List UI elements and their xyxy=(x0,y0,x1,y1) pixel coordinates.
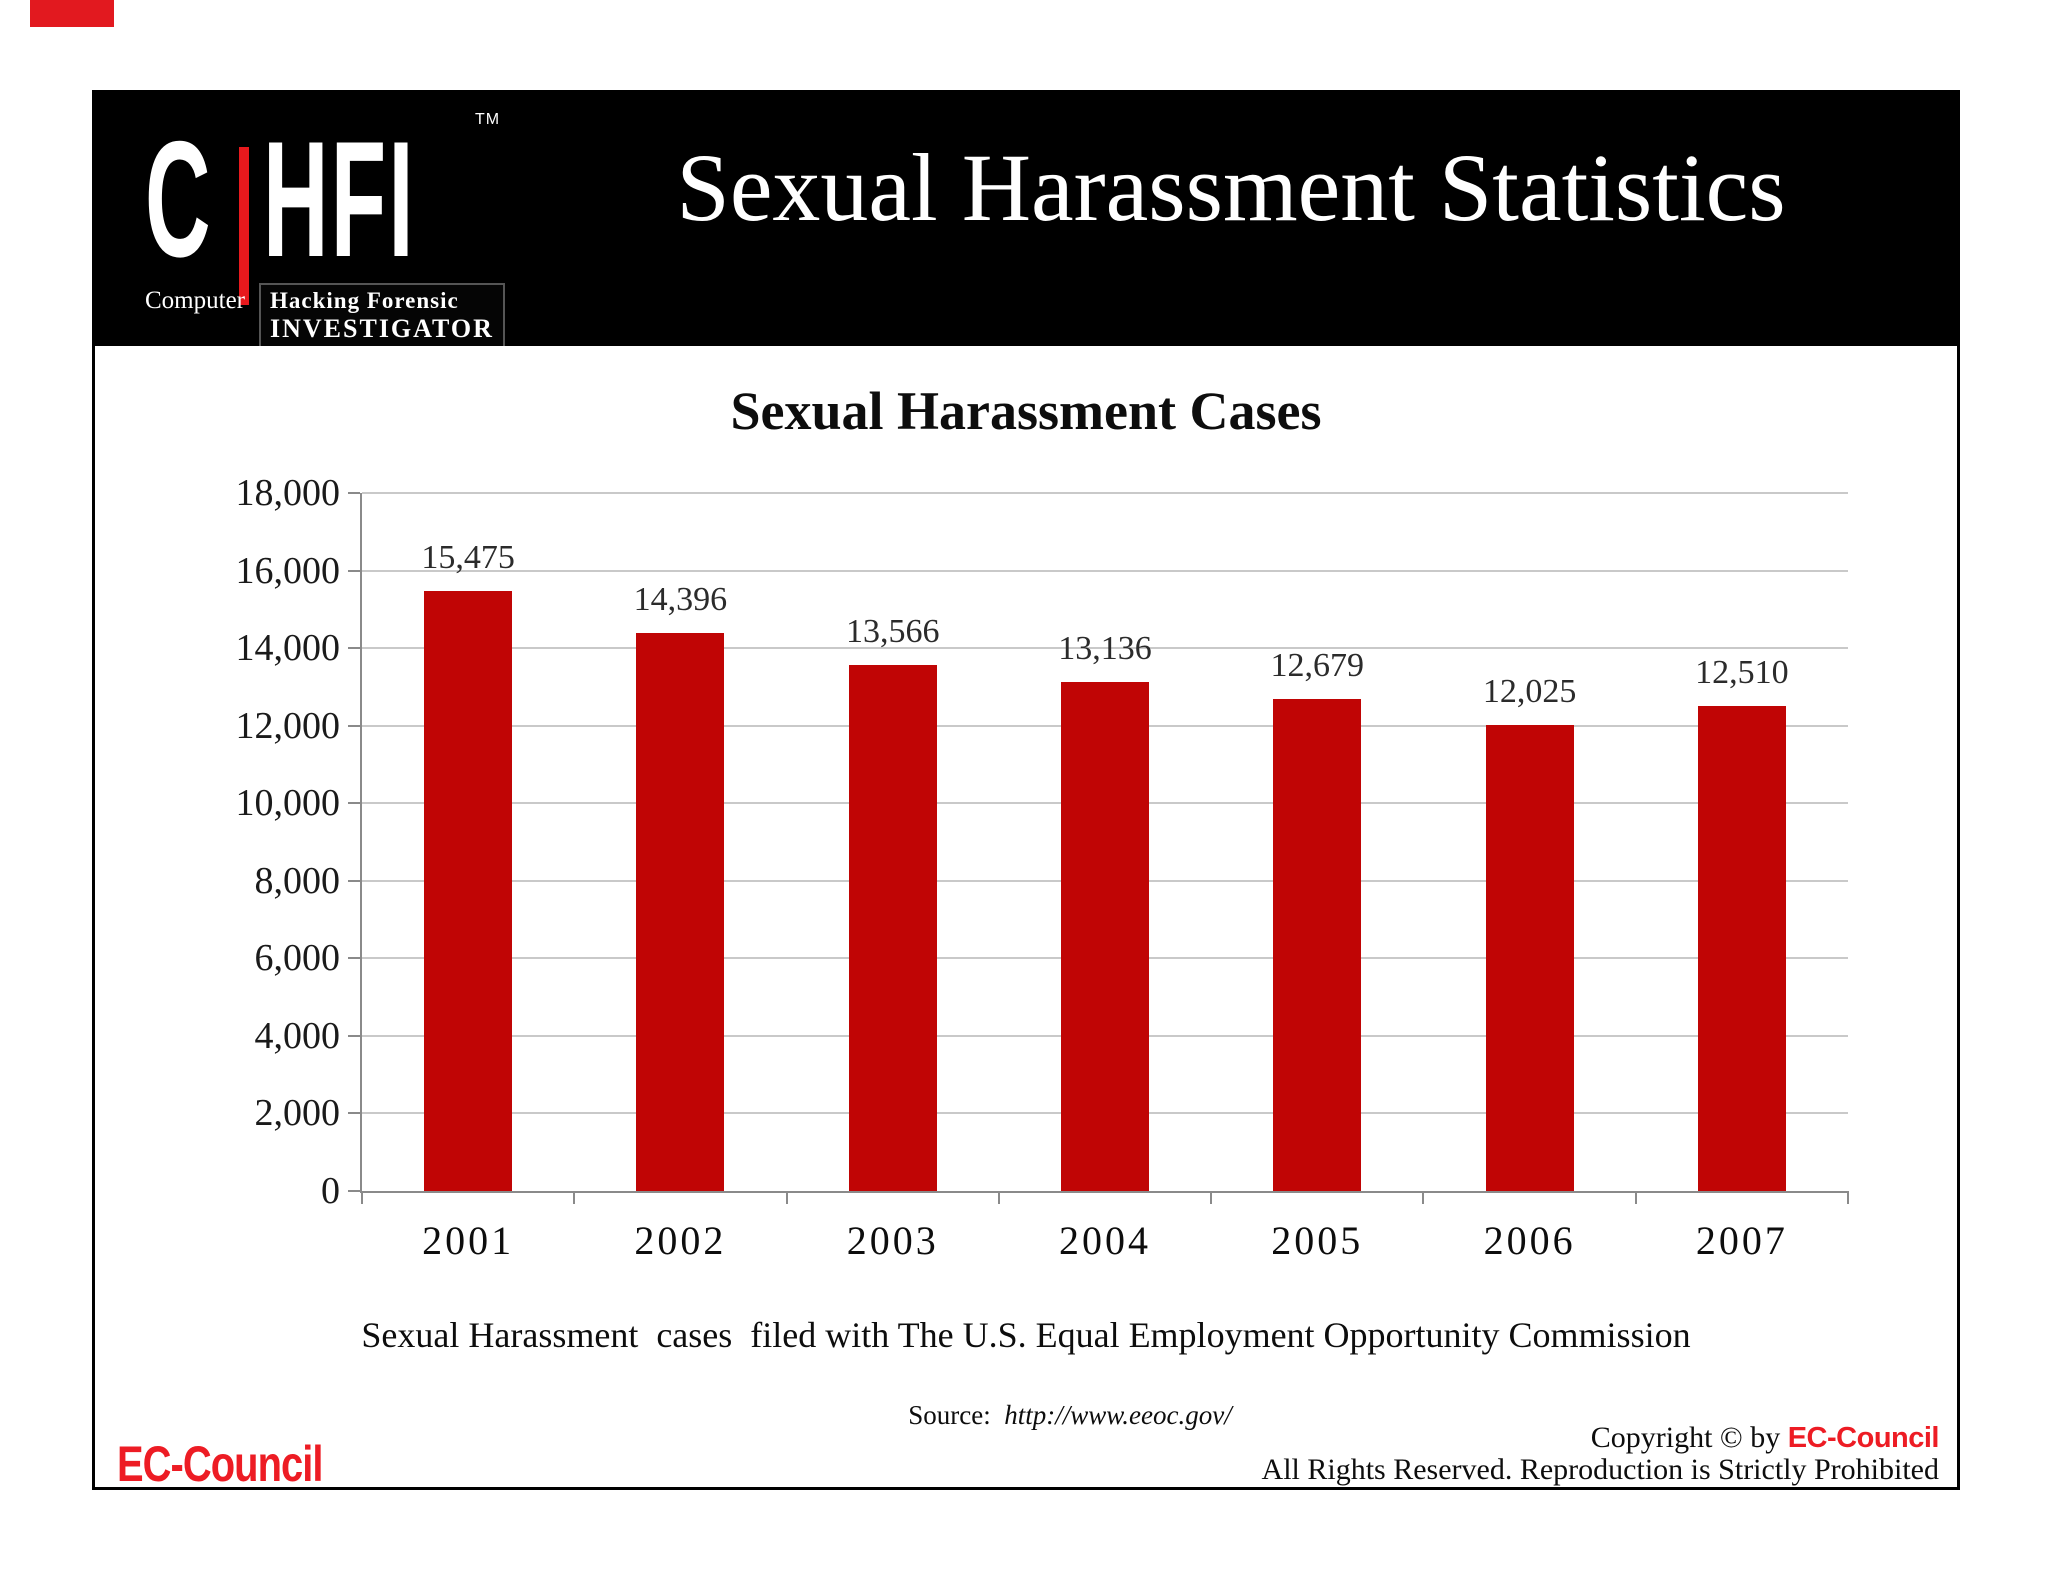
bar-value-label: 15,475 xyxy=(421,538,515,576)
logo-tagline-box: Hacking Forensic INVESTIGATOR xyxy=(259,283,505,351)
bar-value-label: 12,679 xyxy=(1270,647,1365,685)
y-axis-tick xyxy=(348,569,360,572)
x-tick-label: 2002 xyxy=(634,1218,727,1263)
x-axis-tick xyxy=(361,1191,363,1204)
x-axis-tick xyxy=(1634,1191,1637,1204)
y-axis-tick xyxy=(348,802,360,805)
slide-content: Sexual Harassment Cases 0 2,000 4,000 6,000… xyxy=(95,346,1957,1487)
logo-tagline-line1: Hacking Forensic xyxy=(270,288,459,313)
gridline xyxy=(362,569,1848,572)
bar xyxy=(1273,699,1362,1191)
bar-value-label: 14,396 xyxy=(633,580,728,618)
y-axis-tick xyxy=(348,1034,360,1037)
logo-tagline-line2: INVESTIGATOR xyxy=(270,314,494,343)
y-tick-label: 12,000 xyxy=(235,704,341,747)
bar-value-label: 12,025 xyxy=(1482,672,1577,710)
y-axis-tick xyxy=(348,1112,360,1115)
y-axis-tick xyxy=(348,724,360,727)
chfi-logo: C HFI TM Computer Hacking Forensic INVES… xyxy=(145,111,575,351)
copyright-brand: EC-Council xyxy=(1787,1422,1940,1454)
y-tick-label: 16,000 xyxy=(235,549,341,592)
y-axis-tick xyxy=(348,1190,360,1192)
bar xyxy=(1485,724,1574,1191)
bar-value-label: 13,566 xyxy=(845,612,940,650)
slide-frame: C HFI TM Computer Hacking Forensic INVES… xyxy=(92,90,1960,1490)
y-tick-label: 8,000 xyxy=(254,859,341,902)
bar-value-label: 13,136 xyxy=(1058,629,1152,667)
bar xyxy=(636,632,725,1191)
source-line: Source: http://www.eeoc.gov/ xyxy=(139,1400,1957,1431)
x-axis-tick xyxy=(573,1191,576,1204)
y-axis-tick xyxy=(348,957,360,960)
bar xyxy=(848,664,937,1191)
copyright-line2: All Rights Reserved. Reproduction is Str… xyxy=(1261,1453,1939,1486)
x-tick-label: 2001 xyxy=(422,1218,515,1263)
bar xyxy=(1697,705,1786,1191)
x-axis-tick xyxy=(997,1191,1000,1204)
bar xyxy=(424,590,513,1191)
x-tick-label: 2007 xyxy=(1695,1218,1788,1263)
chart-title: Sexual Harassment Cases xyxy=(730,381,1322,441)
trademark-label: TM xyxy=(475,111,501,128)
x-axis-tick xyxy=(785,1191,788,1204)
plot-area: 0 2,000 4,000 6,000 8,000 10,000 12,000 14,000 1… xyxy=(236,474,1849,1261)
source-label: Source: xyxy=(908,1400,991,1430)
y-tick-label: 2,000 xyxy=(254,1092,341,1135)
gridline xyxy=(362,647,1848,650)
y-tick-label: 0 xyxy=(321,1170,340,1212)
x-tick-label: 2006 xyxy=(1483,1218,1576,1263)
y-tick-label: 14,000 xyxy=(235,627,341,670)
copyright-line1: Copyright © by EC-Council xyxy=(1262,1421,1940,1455)
x-axis-tick xyxy=(1847,1191,1849,1204)
copyright-block: Copyright © by EC-Council All Rights Res… xyxy=(1261,1421,1940,1486)
logo-letters-hfi: HFI xyxy=(263,107,416,291)
x-tick-label: 2005 xyxy=(1271,1218,1364,1263)
header-band: C HFI TM Computer Hacking Forensic INVES… xyxy=(95,93,1957,351)
gridline xyxy=(362,492,1848,494)
y-axis-tick xyxy=(348,647,360,650)
logo-computer-label: Computer xyxy=(145,287,245,314)
x-tick-label: 2003 xyxy=(846,1218,939,1263)
y-tick-label: 4,000 xyxy=(254,1014,341,1057)
slide-title: Sexual Harassment Statistics xyxy=(676,134,1786,241)
source-url: http://www.eeoc.gov/ xyxy=(1004,1400,1232,1430)
chart-caption: Sexual Harassment cases filed with The U… xyxy=(361,1315,1691,1355)
bar xyxy=(1061,681,1149,1191)
x-axis-tick xyxy=(1422,1191,1425,1204)
logo-divider-bar xyxy=(239,147,249,305)
y-tick-label: 10,000 xyxy=(235,782,341,825)
x-tick-label: 2004 xyxy=(1059,1218,1151,1263)
footer-logo: EC-Council xyxy=(117,1435,323,1487)
logo-letter-c: C xyxy=(145,107,211,291)
bar-value-label: 12,510 xyxy=(1695,653,1789,691)
top-left-red-mark xyxy=(30,0,114,27)
y-tick-label: 18,000 xyxy=(235,472,341,514)
x-axis-tick xyxy=(1210,1191,1213,1204)
y-tick-label: 6,000 xyxy=(254,937,341,980)
copyright-prefix: Copyright © by xyxy=(1590,1421,1788,1454)
y-axis-tick xyxy=(348,879,360,882)
y-axis-tick xyxy=(348,492,360,494)
